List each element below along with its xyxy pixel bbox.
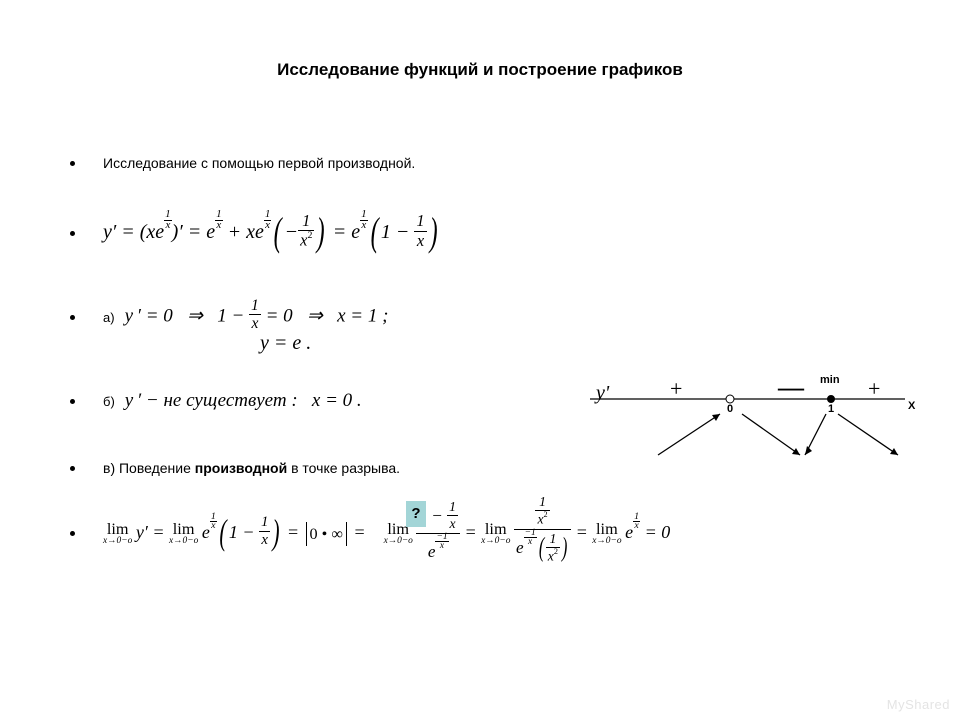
bullet-icon	[70, 231, 75, 236]
bullet-icon	[70, 531, 75, 536]
diagram-point-1: 1	[828, 403, 834, 415]
formula-b: y ′ − не существует : x = 0 .	[125, 390, 362, 412]
bullet-main-text: Исследование с помощью первой производно…	[103, 155, 415, 171]
bullet-part-b: б) y ′ − не существует : x = 0 .	[70, 390, 362, 412]
diagram-min-label: min	[820, 374, 840, 386]
part-v-suffix: в точке разрыва.	[287, 460, 400, 476]
formula-derivative: y′ = (xe1x)′ = e1x + xe1x(−1x2) = e1x(1 …	[103, 210, 440, 257]
bullet-icon	[70, 399, 75, 404]
part-v-bold: производной	[195, 460, 287, 476]
bullet-main: Исследование с помощью первой производно…	[70, 155, 415, 171]
slide-page: Исследование функций и построение график…	[0, 0, 960, 720]
part-v-text: в) Поведение производной в точке разрыва…	[103, 460, 400, 476]
bullet-icon	[70, 315, 75, 320]
diagram-yprime: y'	[596, 382, 609, 405]
bullet-icon	[70, 466, 75, 471]
part-v-prefix: в) Поведение	[103, 460, 195, 476]
bullet-formula-main: y′ = (xe1x)′ = e1x + xe1x(−1x2) = e1x(1 …	[70, 210, 440, 257]
page-title: Исследование функций и построение график…	[0, 60, 960, 80]
diagram-sign-3: +	[868, 376, 880, 402]
formula-a: y ′ = 0 ⇒ 1 − 1x = 0 ⇒ x = 1 ;	[125, 300, 389, 334]
formula-limit: limx→0−o y′ = limx→0−o e1x(1 − 1x) = 0 •…	[103, 500, 670, 568]
watermark: MyShared	[887, 697, 950, 712]
diagram-x-label: X	[908, 400, 915, 412]
bullet-limit: limx→0−o y′ = limx→0−o e1x(1 − 1x) = 0 •…	[70, 500, 670, 568]
bullet-icon	[70, 161, 75, 166]
diagram-point-0: 0	[727, 403, 733, 415]
part-a-label: а)	[103, 310, 115, 325]
bullet-part-a: а) y ′ = 0 ⇒ 1 − 1x = 0 ⇒ x = 1 ;	[70, 300, 388, 334]
formula-a-line2: y = e .	[260, 332, 311, 355]
diagram-sign-2: —	[778, 373, 804, 403]
bullet-part-v: в) Поведение производной в точке разрыва…	[70, 460, 400, 476]
diagram-sign-1: +	[670, 376, 682, 402]
question-highlight: ?	[406, 501, 426, 527]
part-b-label: б)	[103, 394, 115, 409]
sign-diagram	[0, 0, 960, 720]
